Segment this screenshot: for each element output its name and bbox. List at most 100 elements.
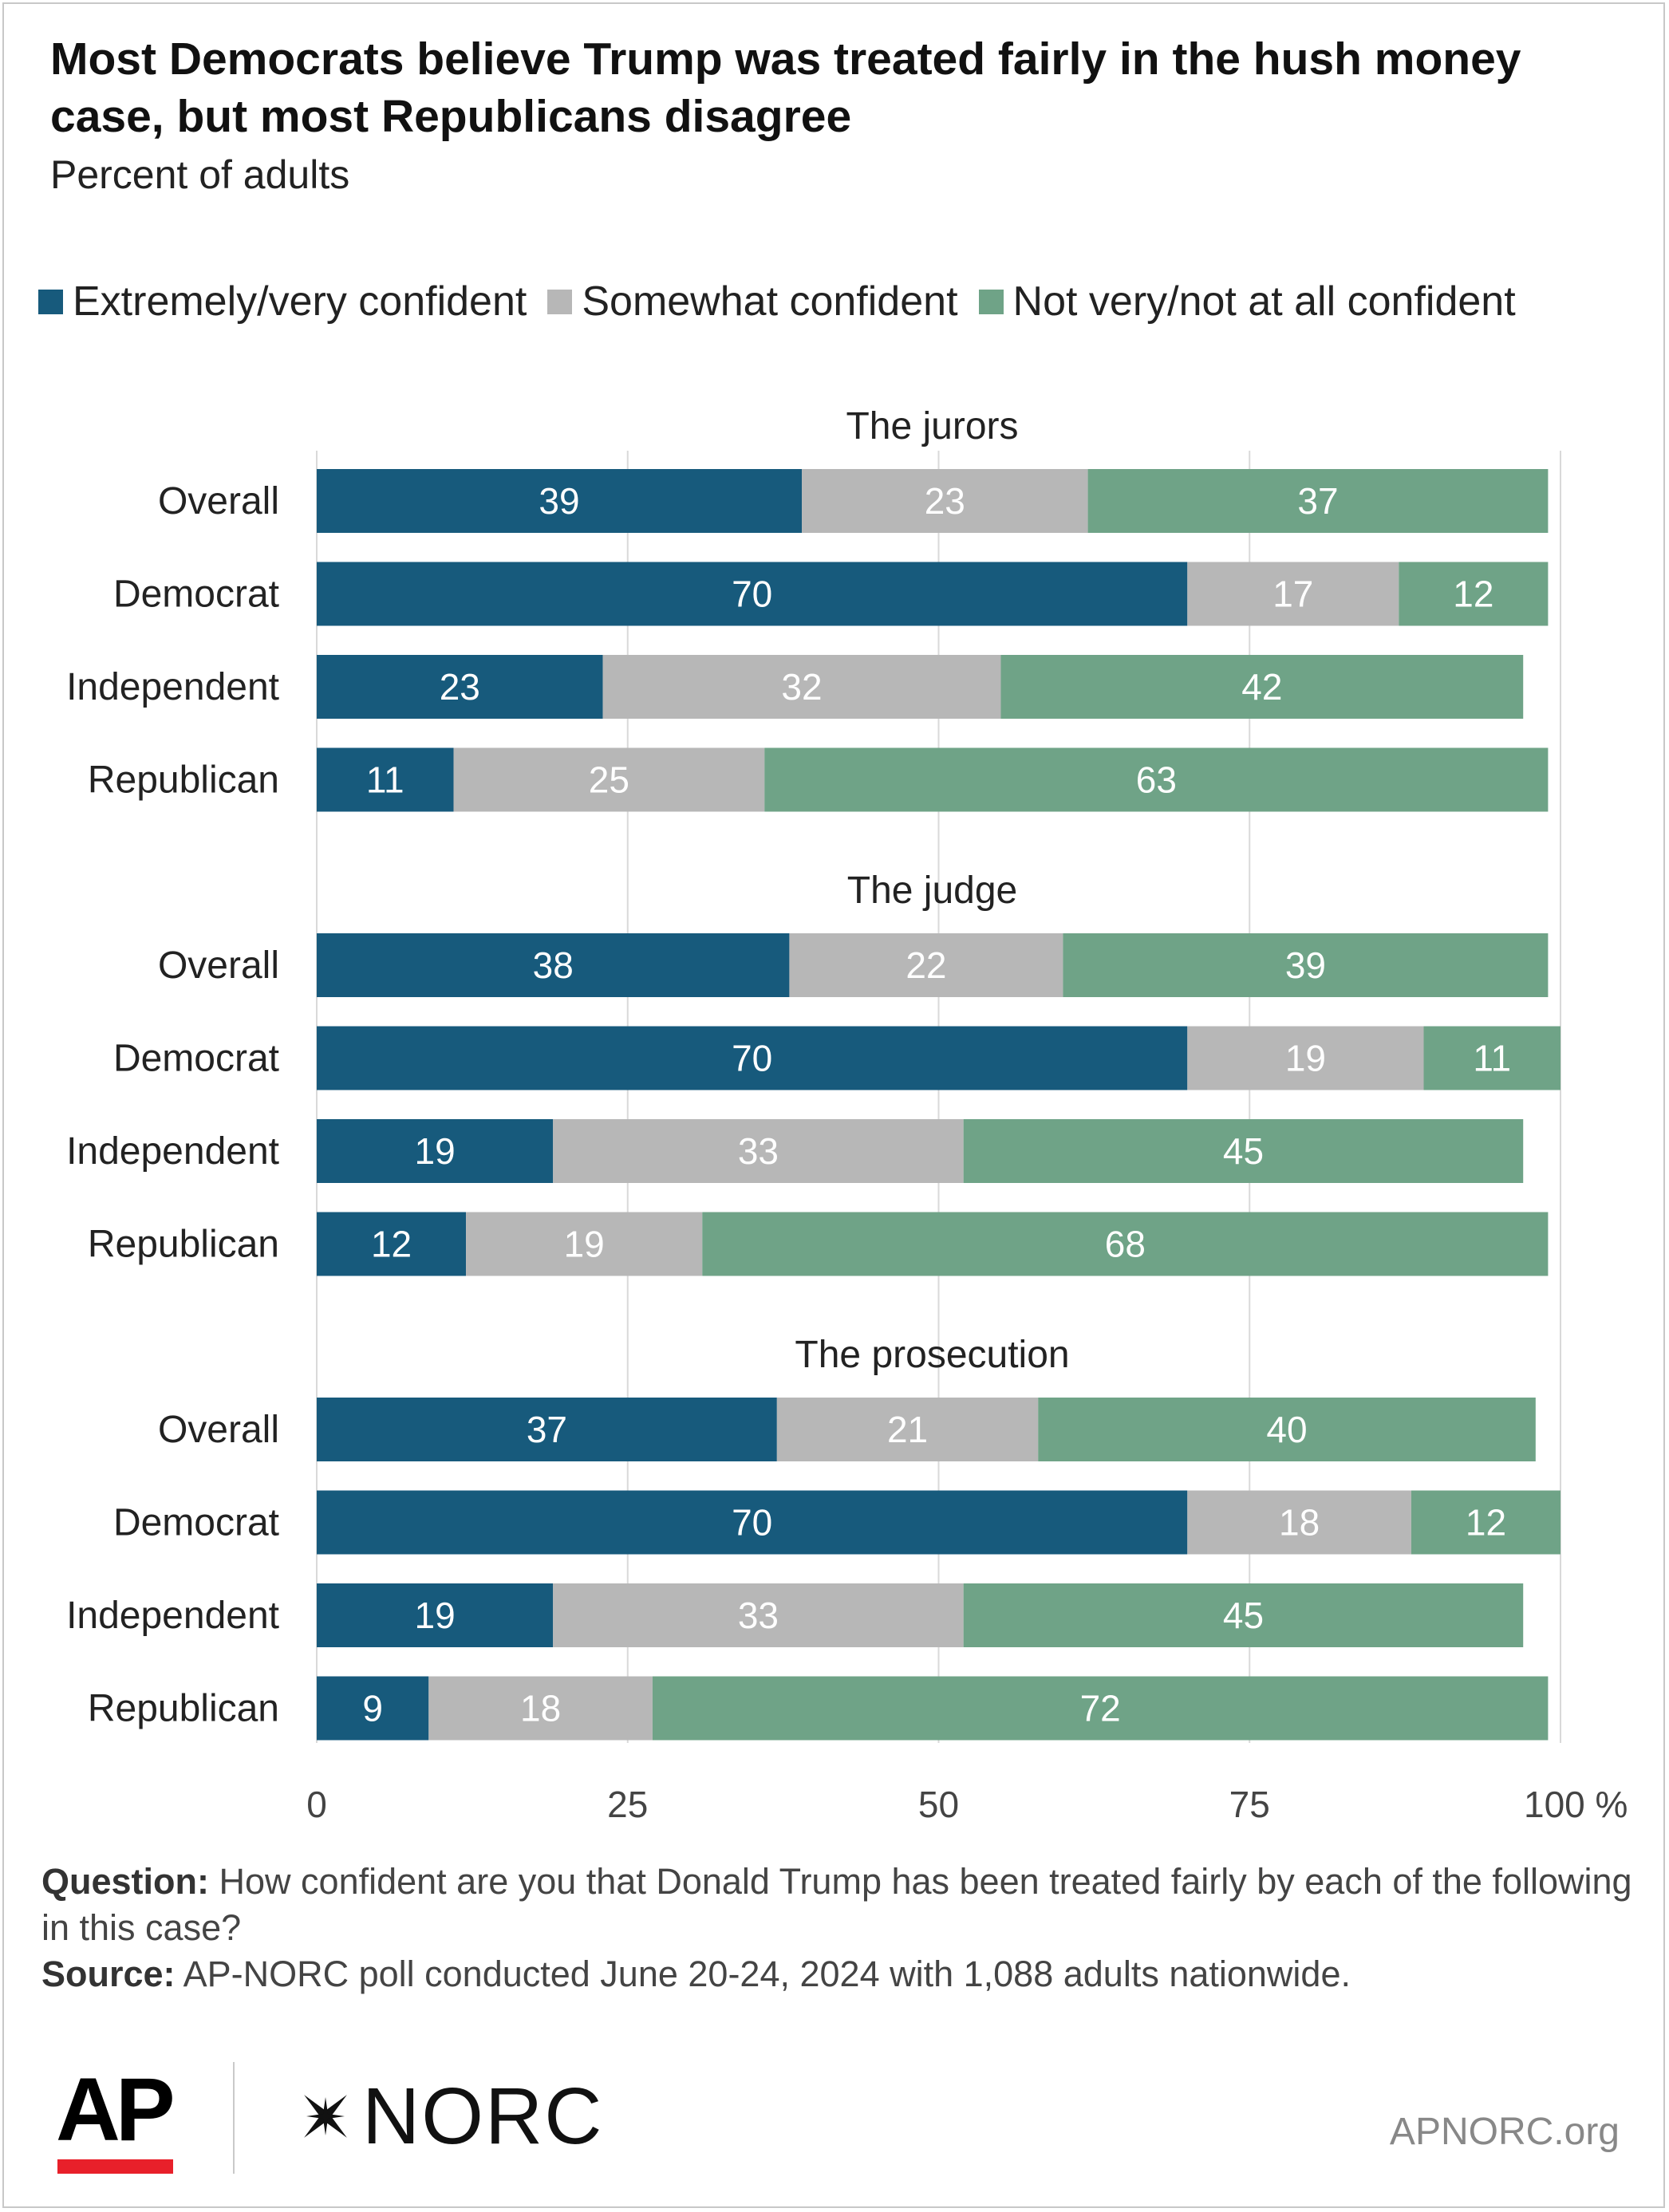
question-text: How confident are you that Donald Trump … <box>41 1861 1632 1948</box>
question-note: Question: How confident are you that Don… <box>41 1859 1637 1951</box>
bar-segment <box>466 1212 703 1276</box>
bar-segment <box>317 1212 467 1276</box>
chart-title: Most Democrats believe Trump was treated… <box>50 34 1521 142</box>
data-label: 33 <box>738 1130 779 1172</box>
x-tick-label: 100 % <box>1524 1784 1628 1825</box>
bar-segment <box>317 1676 429 1741</box>
stacked-bar-chart: The jurors Overall 39 23 37 Democrat 70 17 12 Ind… <box>66 405 1628 1825</box>
legend-item-not-very: Not very/not at all confident <box>978 278 1516 325</box>
data-label: 45 <box>1223 1595 1264 1636</box>
norc-star-icon <box>304 2095 347 2138</box>
bar-segment <box>1411 1490 1560 1555</box>
data-label: 22 <box>906 944 946 986</box>
data-label: 63 <box>1136 759 1177 801</box>
bar-segment <box>553 1119 964 1183</box>
data-label: 25 <box>589 759 629 801</box>
data-label: 42 <box>1241 666 1282 708</box>
bar-segment <box>317 1490 1188 1555</box>
ap-logo-underline <box>57 2159 173 2174</box>
source-label: Source: <box>41 1954 176 1994</box>
site-url: APNORC.org <box>1389 2111 1620 2153</box>
category-label: Democrat <box>113 1038 279 1080</box>
bar-segment <box>963 1119 1524 1183</box>
bar-segment <box>789 933 1063 997</box>
chart-subtitle: Percent of adults <box>50 152 350 197</box>
ap-logo-text: AP <box>56 2060 176 2159</box>
ap-logo: AP <box>56 2060 176 2174</box>
bar-segment <box>702 1212 1549 1276</box>
category-label: Republican <box>88 759 279 802</box>
bar-segment <box>317 562 1188 626</box>
x-tick-label: 50 <box>918 1784 959 1825</box>
category-label: Democrat <box>113 1502 279 1544</box>
logo-divider <box>233 2062 235 2174</box>
bar-segment <box>553 1583 964 1647</box>
bar-segment <box>428 1676 653 1741</box>
data-label: 23 <box>440 666 480 708</box>
bar-segment <box>1423 1026 1560 1090</box>
data-label: 18 <box>520 1688 561 1729</box>
data-label: 38 <box>533 944 574 986</box>
bar-segment <box>317 655 603 719</box>
bar-segment <box>1087 469 1549 533</box>
data-label: 23 <box>925 480 965 522</box>
bar-segment <box>602 655 1001 719</box>
bar-segment <box>963 1583 1524 1647</box>
data-label: 40 <box>1266 1409 1307 1450</box>
category-label: Overall <box>158 944 279 987</box>
data-label: 21 <box>887 1409 928 1450</box>
bar-segment <box>1187 562 1399 626</box>
data-label: 37 <box>527 1409 567 1450</box>
data-label: 19 <box>564 1224 605 1265</box>
bar-segment <box>1000 655 1524 719</box>
legend: Extremely/very confident Somewhat confid… <box>38 278 1537 325</box>
data-label: 12 <box>1466 1502 1506 1544</box>
legend-label-somewhat: Somewhat confident <box>582 278 958 325</box>
category-label: Overall <box>158 480 279 522</box>
question-label: Question: <box>41 1861 209 1902</box>
data-label: 11 <box>366 759 404 801</box>
group-label: The jurors <box>846 405 1018 448</box>
data-label: 70 <box>732 1038 772 1079</box>
data-label: 17 <box>1272 574 1313 615</box>
bar-segment <box>317 1583 554 1647</box>
data-label: 39 <box>539 480 579 522</box>
source-note: Source: AP-NORC poll conducted June 20-2… <box>41 1951 1637 1997</box>
data-label: 12 <box>1453 574 1493 615</box>
legend-swatch-not-very <box>978 289 1004 314</box>
bar-segment <box>652 1676 1549 1741</box>
x-tick-label: 0 <box>306 1784 327 1825</box>
bar-segment <box>1038 1398 1536 1461</box>
bar-segment <box>317 469 803 533</box>
logo-bar: AP NORC APNORC.org <box>56 2062 1620 2174</box>
data-label: 70 <box>732 1502 772 1544</box>
bar-segment <box>317 933 790 997</box>
data-label: 39 <box>1285 944 1326 986</box>
data-label: 11 <box>1473 1038 1511 1079</box>
norc-logo-text: NORC <box>362 2072 604 2161</box>
bar-segment <box>317 747 454 812</box>
data-label: 72 <box>1080 1688 1121 1729</box>
data-label: 37 <box>1297 480 1338 522</box>
bar-segment <box>1063 933 1549 997</box>
legend-item-somewhat: Somewhat confident <box>547 278 958 325</box>
data-label: 18 <box>1279 1502 1320 1544</box>
norc-logo: NORC <box>289 2076 603 2156</box>
bar-segment <box>453 747 765 812</box>
bar-segment <box>1187 1490 1411 1555</box>
category-label: Independent <box>66 1130 279 1173</box>
data-label: 19 <box>415 1130 456 1172</box>
category-label: Democrat <box>113 574 279 616</box>
bar-segment <box>317 1398 777 1461</box>
x-tick-label: 25 <box>607 1784 648 1825</box>
data-label: 33 <box>738 1595 779 1636</box>
bar-segment <box>776 1398 1039 1461</box>
category-label: Republican <box>88 1688 279 1730</box>
data-label: 12 <box>371 1224 412 1265</box>
bar-segment <box>317 1026 1188 1090</box>
legend-swatch-extremely <box>38 289 63 314</box>
group-label: The prosecution <box>795 1334 1069 1376</box>
source-text: AP-NORC poll conducted June 20-24, 2024 … <box>183 1954 1351 1994</box>
data-label: 19 <box>1285 1038 1326 1079</box>
legend-item-extremely: Extremely/very confident <box>38 278 527 325</box>
